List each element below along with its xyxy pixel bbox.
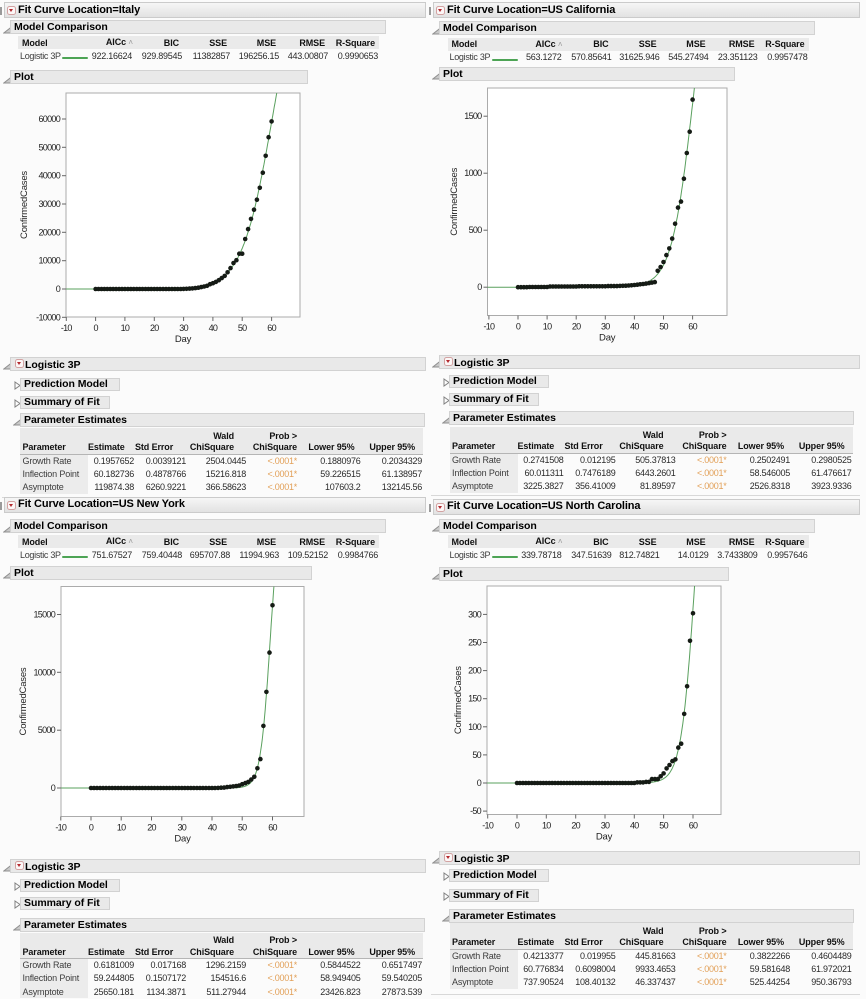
svg-text:30: 30 [601,321,610,331]
svg-text:10: 10 [121,323,130,333]
svg-text:150: 150 [468,693,482,703]
svg-text:50: 50 [659,321,668,331]
svg-text:-50: -50 [470,806,482,816]
svg-text:250: 250 [468,637,482,647]
svg-text:0: 0 [51,783,56,793]
svg-text:30: 30 [601,820,610,830]
svg-text:50: 50 [238,323,247,333]
svg-text:Day: Day [175,334,192,345]
svg-text:10000: 10000 [33,667,55,677]
svg-text:ConfirmedCases: ConfirmedCases [449,167,460,235]
svg-text:30000: 30000 [38,199,60,209]
svg-text:0: 0 [89,822,94,832]
svg-text:0: 0 [477,778,482,788]
svg-text:40: 40 [208,822,217,832]
svg-text:0: 0 [516,321,521,331]
svg-text:1500: 1500 [464,111,482,121]
svg-text:ConfirmedCases: ConfirmedCases [19,171,30,239]
svg-text:1000: 1000 [464,168,482,178]
svg-text:50: 50 [659,820,668,830]
svg-text:0: 0 [477,282,482,292]
svg-text:40: 40 [209,323,218,333]
svg-text:-10: -10 [482,820,494,830]
svg-text:50000: 50000 [38,142,60,152]
svg-text:50: 50 [472,749,481,759]
svg-text:40: 40 [630,321,639,331]
svg-text:Day: Day [599,332,616,343]
svg-text:-10: -10 [55,822,67,832]
svg-text:5000: 5000 [38,725,56,735]
svg-text:-10: -10 [61,323,73,333]
svg-text:300: 300 [468,609,482,619]
svg-text:60: 60 [688,321,697,331]
svg-text:200: 200 [468,665,482,675]
svg-text:40: 40 [630,820,639,830]
svg-text:10: 10 [117,822,126,832]
svg-text:60000: 60000 [38,114,60,124]
svg-text:0: 0 [515,820,520,830]
svg-text:10: 10 [542,820,551,830]
svg-text:50: 50 [238,822,247,832]
svg-text:60: 60 [689,820,698,830]
svg-text:Day: Day [596,831,613,842]
svg-text:500: 500 [469,225,483,235]
svg-text:10: 10 [543,321,552,331]
svg-text:100: 100 [468,721,482,731]
svg-text:ConfirmedCases: ConfirmedCases [18,667,29,735]
svg-text:20000: 20000 [38,227,60,237]
svg-text:20: 20 [147,822,156,832]
svg-text:30: 30 [179,323,188,333]
svg-text:60: 60 [268,822,277,832]
svg-text:ConfirmedCases: ConfirmedCases [453,665,464,733]
svg-text:Day: Day [174,833,191,844]
svg-text:-10000: -10000 [36,312,61,322]
svg-text:-10: -10 [483,321,495,331]
svg-text:20: 20 [150,323,159,333]
svg-text:40000: 40000 [38,171,60,181]
svg-text:15000: 15000 [33,609,55,619]
svg-text:0: 0 [93,323,98,333]
svg-text:60: 60 [267,323,276,333]
svg-text:20: 20 [571,820,580,830]
svg-text:10000: 10000 [38,256,60,266]
svg-text:0: 0 [56,284,61,294]
svg-text:20: 20 [572,321,581,331]
svg-text:30: 30 [177,822,186,832]
